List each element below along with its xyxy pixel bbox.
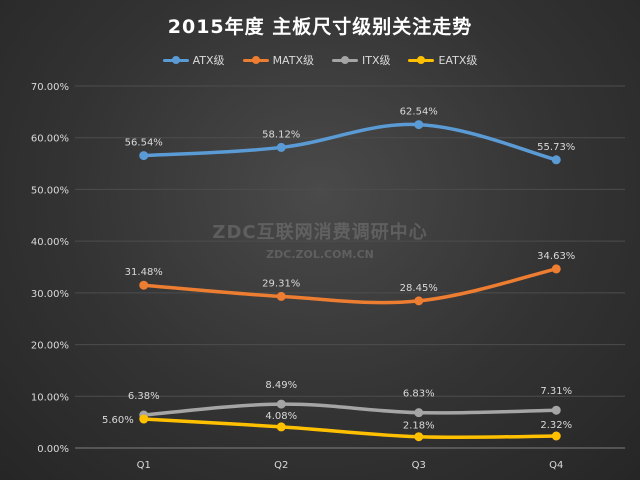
series-line-matx [142, 267, 558, 305]
data-label-itx: 7.31% [540, 386, 572, 397]
data-point-atx [139, 151, 149, 161]
legend-label-atx: ATX级 [192, 54, 225, 67]
watermark-sub: ZDC.ZOL.COM.CN [266, 248, 374, 261]
legend-swatch-itx [331, 55, 358, 65]
y-tick-label: 0.00% [37, 444, 69, 455]
data-label-itx: 8.49% [265, 380, 297, 391]
data-point-matx [276, 291, 286, 301]
x-tick-label: Q4 [549, 460, 563, 471]
series-line-eatx [142, 417, 558, 440]
y-tick-label: 60.00% [31, 134, 69, 145]
data-label-eatx: 5.60% [102, 415, 134, 426]
series-line-itx [142, 402, 558, 417]
y-tick-label: 50.00% [31, 185, 69, 196]
chart-legend: ATX级 MATX级 ITX级 EATX级 [0, 52, 640, 68]
data-point-itx [551, 405, 561, 415]
data-label-eatx: 2.18% [403, 421, 435, 432]
data-label-atx: 55.73% [537, 142, 575, 153]
data-label-atx: 56.54% [125, 138, 163, 149]
legend-swatch-atx [162, 55, 189, 65]
legend-label-eatx: EATX级 [438, 54, 478, 67]
data-point-atx [276, 142, 286, 152]
series-line-atx [142, 122, 558, 162]
legend-item-matx: MATX级 [242, 52, 314, 68]
y-tick-label: 10.00% [31, 392, 69, 403]
data-label-matx: 29.31% [262, 278, 300, 289]
legend-label-matx: MATX级 [272, 54, 314, 67]
y-tick-label: 20.00% [31, 341, 69, 352]
data-label-itx: 6.38% [128, 391, 160, 402]
data-label-eatx: 2.32% [540, 420, 572, 431]
data-point-eatx [551, 431, 561, 441]
data-point-matx [414, 296, 424, 306]
x-tick-label: Q2 [274, 460, 288, 471]
data-point-atx [414, 120, 424, 130]
x-tick-label: Q1 [137, 460, 151, 471]
x-tick-label: Q3 [412, 460, 426, 471]
legend-label-itx: ITX级 [361, 54, 391, 67]
y-tick-label: 30.00% [31, 289, 69, 300]
chart-title: 2015年度 主板尺寸级别关注走势 [167, 16, 473, 38]
watermark-main: ZDC互联网消费调研中心 [212, 222, 428, 243]
data-point-matx [551, 264, 561, 274]
data-point-eatx [139, 414, 149, 424]
data-label-itx: 6.83% [403, 389, 435, 400]
data-label-matx: 34.63% [537, 251, 575, 262]
data-point-eatx [414, 432, 424, 442]
legend-swatch-eatx [408, 55, 435, 65]
data-label-atx: 62.54% [400, 107, 438, 118]
data-point-matx [139, 280, 149, 290]
data-label-eatx: 4.08% [265, 411, 297, 422]
legend-swatch-matx [242, 55, 269, 65]
y-tick-label: 40.00% [31, 237, 69, 248]
y-tick-label: 70.00% [31, 82, 69, 93]
data-label-matx: 31.48% [125, 267, 163, 278]
data-point-itx [414, 408, 424, 418]
data-point-itx [276, 399, 286, 409]
legend-item-atx: ATX级 [162, 52, 225, 68]
data-point-atx [551, 155, 561, 165]
legend-item-eatx: EATX级 [408, 52, 477, 68]
legend-item-itx: ITX级 [331, 52, 391, 68]
data-label-matx: 28.45% [400, 283, 438, 294]
data-label-atx: 58.12% [262, 129, 300, 140]
data-point-eatx [276, 422, 286, 432]
